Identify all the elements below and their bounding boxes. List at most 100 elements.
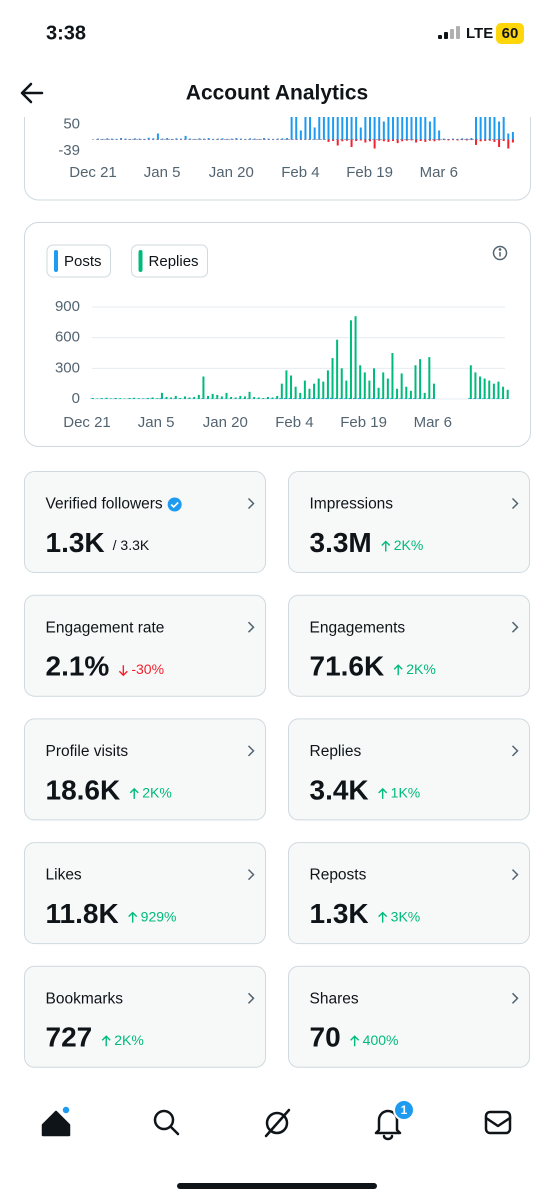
metric-card[interactable] [24, 594, 266, 697]
bar [147, 397, 150, 399]
bar [349, 320, 352, 399]
bar [373, 117, 376, 140]
bar [156, 133, 159, 140]
bar [119, 398, 122, 399]
bar [309, 117, 312, 140]
bar [267, 138, 270, 140]
bar [318, 117, 321, 140]
bar [389, 398, 392, 399]
notifications-icon[interactable] [374, 1109, 402, 1141]
bar [488, 380, 491, 399]
metric-card[interactable] [288, 965, 530, 1068]
bar [362, 398, 365, 399]
back-button[interactable] [20, 82, 44, 104]
info-icon[interactable] [492, 245, 508, 261]
bar [364, 139, 367, 143]
notification-badge [393, 1099, 415, 1121]
x-tick-label: Mar 6 [414, 414, 452, 431]
bar [173, 398, 176, 399]
bar [423, 392, 426, 399]
bar [220, 396, 223, 399]
bar [355, 117, 358, 140]
status-time: 3:38 [46, 22, 86, 44]
metric-change: 3K% [391, 908, 421, 924]
bar [405, 386, 408, 399]
legend-item[interactable] [131, 244, 209, 278]
bar [484, 117, 487, 140]
bar [334, 398, 337, 399]
metric-card[interactable] [24, 965, 266, 1068]
bar [479, 139, 482, 142]
grok-icon[interactable] [265, 1111, 289, 1135]
bar [290, 375, 293, 399]
messages-icon[interactable] [484, 1110, 512, 1135]
metric-card[interactable] [288, 471, 530, 573]
bar [128, 397, 131, 399]
bar [165, 396, 168, 399]
bar [179, 397, 182, 399]
bar [456, 139, 459, 141]
bar [359, 139, 362, 141]
bar [266, 396, 269, 399]
bar [322, 117, 325, 140]
metric-value: 1.3K [310, 898, 369, 929]
bar [113, 398, 116, 399]
metric-card[interactable] [288, 594, 530, 697]
bar [313, 127, 316, 140]
bar [482, 398, 485, 399]
bar [150, 398, 153, 399]
bar [235, 138, 238, 140]
header-bg [0, 0, 554, 117]
chart-card [24, 222, 531, 447]
legend-item[interactable] [46, 244, 112, 278]
bar [133, 397, 136, 399]
bar [280, 383, 283, 399]
bar [502, 139, 505, 141]
metric-label: Engagements [310, 619, 406, 636]
y-tick-label: -39 [58, 142, 80, 159]
bar [207, 395, 210, 399]
metric-card[interactable] [24, 718, 266, 821]
bar [332, 117, 335, 140]
metric-card[interactable] [24, 471, 266, 573]
bar [378, 139, 381, 141]
x-tick-label: Feb 19 [346, 164, 393, 181]
metric-total: / 3.3K [113, 537, 150, 553]
bar [230, 396, 233, 399]
bar [348, 397, 351, 399]
bar [336, 139, 339, 146]
bar [378, 117, 381, 140]
bar [295, 117, 298, 140]
home-icon[interactable] [41, 1110, 71, 1137]
legend-label: Posts [64, 253, 102, 270]
search-icon[interactable] [153, 1109, 175, 1131]
metric-card[interactable] [24, 842, 266, 945]
metric-card[interactable] [288, 718, 530, 821]
bar [133, 138, 136, 140]
bar [294, 386, 297, 399]
bar [426, 398, 429, 399]
bar [451, 139, 454, 141]
bar [511, 139, 514, 143]
bar [160, 392, 163, 399]
x-tick-label: Jan 20 [209, 164, 254, 181]
bar [197, 394, 200, 399]
verified-check [170, 501, 179, 509]
trend-arrow [118, 665, 128, 677]
metric-value: 70 [310, 1022, 341, 1053]
bar [322, 381, 325, 399]
chart: 50 -39 Dec 21 Jan 5 Jan 20 Feb 4 Feb 19 Mar 6 [58, 117, 514, 181]
metric-card[interactable] [288, 842, 530, 945]
x-tick-label: Dec 21 [69, 164, 117, 181]
bar [253, 396, 256, 399]
bar [408, 398, 411, 399]
bar [114, 397, 117, 399]
chevron [247, 745, 255, 757]
x-tick-label: Jan 5 [144, 164, 181, 181]
trend-arrow [381, 540, 391, 552]
metric-label: Verified followers [46, 496, 163, 513]
metric-change: 2K% [406, 661, 436, 677]
bar [313, 383, 316, 399]
bar [293, 398, 296, 399]
bar [166, 138, 169, 140]
